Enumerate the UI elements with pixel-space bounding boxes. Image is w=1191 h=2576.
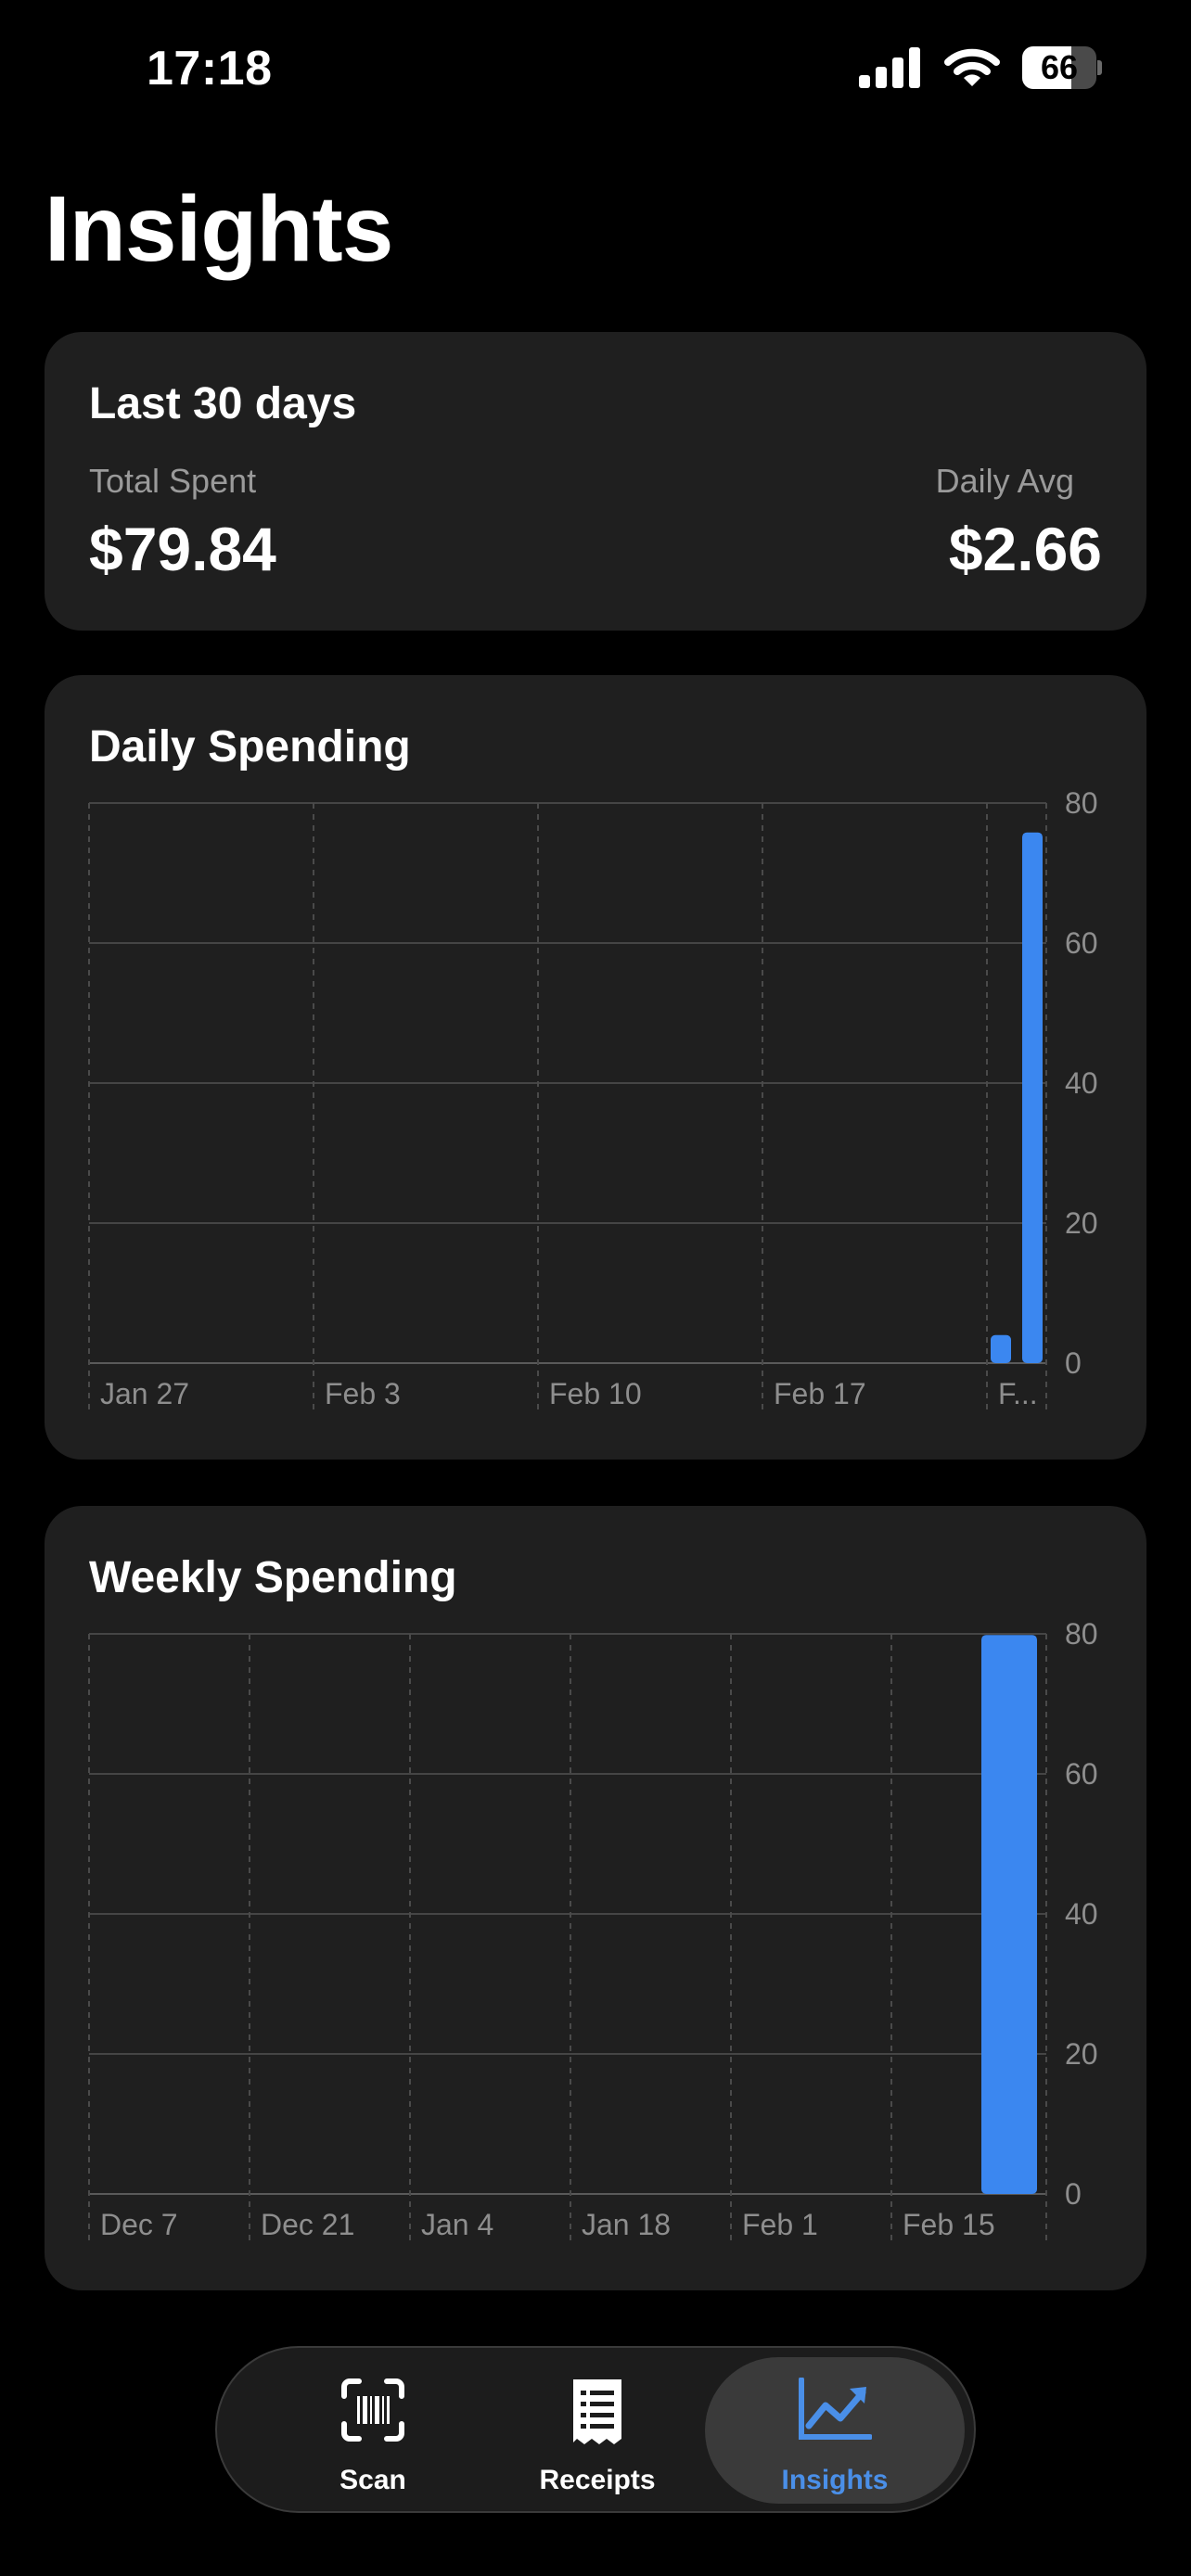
tab-insights-label: Insights xyxy=(781,2465,889,2495)
y-tick-label: 40 xyxy=(1065,1066,1098,1100)
y-tick-label: 60 xyxy=(1065,926,1098,960)
cellular-signal-icon xyxy=(859,47,920,88)
bar xyxy=(1022,832,1043,1363)
barcode-scan-icon xyxy=(341,2378,404,2442)
tab-insights[interactable]: Insights xyxy=(705,2357,965,2504)
chart-line-icon xyxy=(799,2378,872,2440)
y-tick-label: 40 xyxy=(1065,1897,1098,1931)
x-tick-label: F... xyxy=(998,1377,1038,1410)
y-tick-label: 0 xyxy=(1065,1346,1082,1380)
tab-scan-label: Scan xyxy=(339,2465,406,2495)
tab-bar: Scan Receipts Insights xyxy=(215,2346,976,2513)
summary-card: Last 30 days Total Spent $79.84 Daily Av… xyxy=(45,332,1146,631)
status-bar: 17:18 66 xyxy=(0,0,1191,139)
y-tick-label: 0 xyxy=(1065,2177,1082,2211)
wifi-icon xyxy=(944,48,1000,86)
total-spent-label: Total Spent xyxy=(89,462,257,500)
daily-avg-value: $2.66 xyxy=(948,515,1102,583)
x-tick-label: Feb 17 xyxy=(774,1377,866,1410)
y-tick-label: 20 xyxy=(1065,2037,1098,2071)
x-tick-label: Jan 4 xyxy=(421,2208,493,2241)
y-tick-label: 80 xyxy=(1065,1617,1098,1651)
daily-spending-card: Daily Spending 0 20 40 60 80 Jan 27 Feb 3 Feb 1… xyxy=(45,675,1146,1460)
battery-icon: 66 xyxy=(1022,46,1102,89)
weekly-spending-chart: 0 20 40 60 80 Dec 7 Dec 21 Jan 4 Jan 18 Feb 1 Feb … xyxy=(88,1617,1098,2246)
y-tick-label: 60 xyxy=(1065,1757,1098,1791)
bar xyxy=(991,1334,1011,1363)
x-tick-label: Feb 1 xyxy=(742,2208,818,2241)
x-tick-label: Jan 27 xyxy=(100,1377,189,1410)
x-tick-label: Feb 10 xyxy=(549,1377,642,1410)
daily-spending-title: Daily Spending xyxy=(89,722,411,772)
page-title: Insights xyxy=(45,177,393,281)
tab-receipts-label: Receipts xyxy=(539,2465,656,2495)
daily-spending-chart: 0 20 40 60 80 Jan 27 Feb 3 Feb 10 Feb 17 F... xyxy=(88,786,1098,1415)
y-tick-label: 80 xyxy=(1065,786,1098,820)
x-tick-label: Jan 18 xyxy=(582,2208,671,2241)
battery-percent: 66 xyxy=(1040,48,1079,86)
summary-title: Last 30 days xyxy=(89,379,357,428)
x-tick-label: Dec 21 xyxy=(261,2208,354,2241)
status-time: 17:18 xyxy=(147,42,273,96)
bar xyxy=(981,1635,1037,2194)
daily-avg-label: Daily Avg xyxy=(935,462,1074,500)
x-tick-label: Feb 15 xyxy=(903,2208,995,2241)
status-icons: 66 xyxy=(859,46,1102,89)
x-tick-label: Dec 7 xyxy=(100,2208,178,2241)
tab-scan[interactable]: Scan xyxy=(243,2357,503,2504)
tab-receipts[interactable]: Receipts xyxy=(467,2357,727,2504)
x-tick-label: Feb 3 xyxy=(325,1377,401,1410)
y-tick-label: 20 xyxy=(1065,1206,1098,1240)
weekly-spending-card: Weekly Spending 0 20 40 60 80 Dec 7 Dec 21 Jan … xyxy=(45,1506,1146,2290)
weekly-spending-title: Weekly Spending xyxy=(89,1553,457,1602)
total-spent-value: $79.84 xyxy=(89,515,276,583)
receipt-icon xyxy=(573,2379,621,2444)
